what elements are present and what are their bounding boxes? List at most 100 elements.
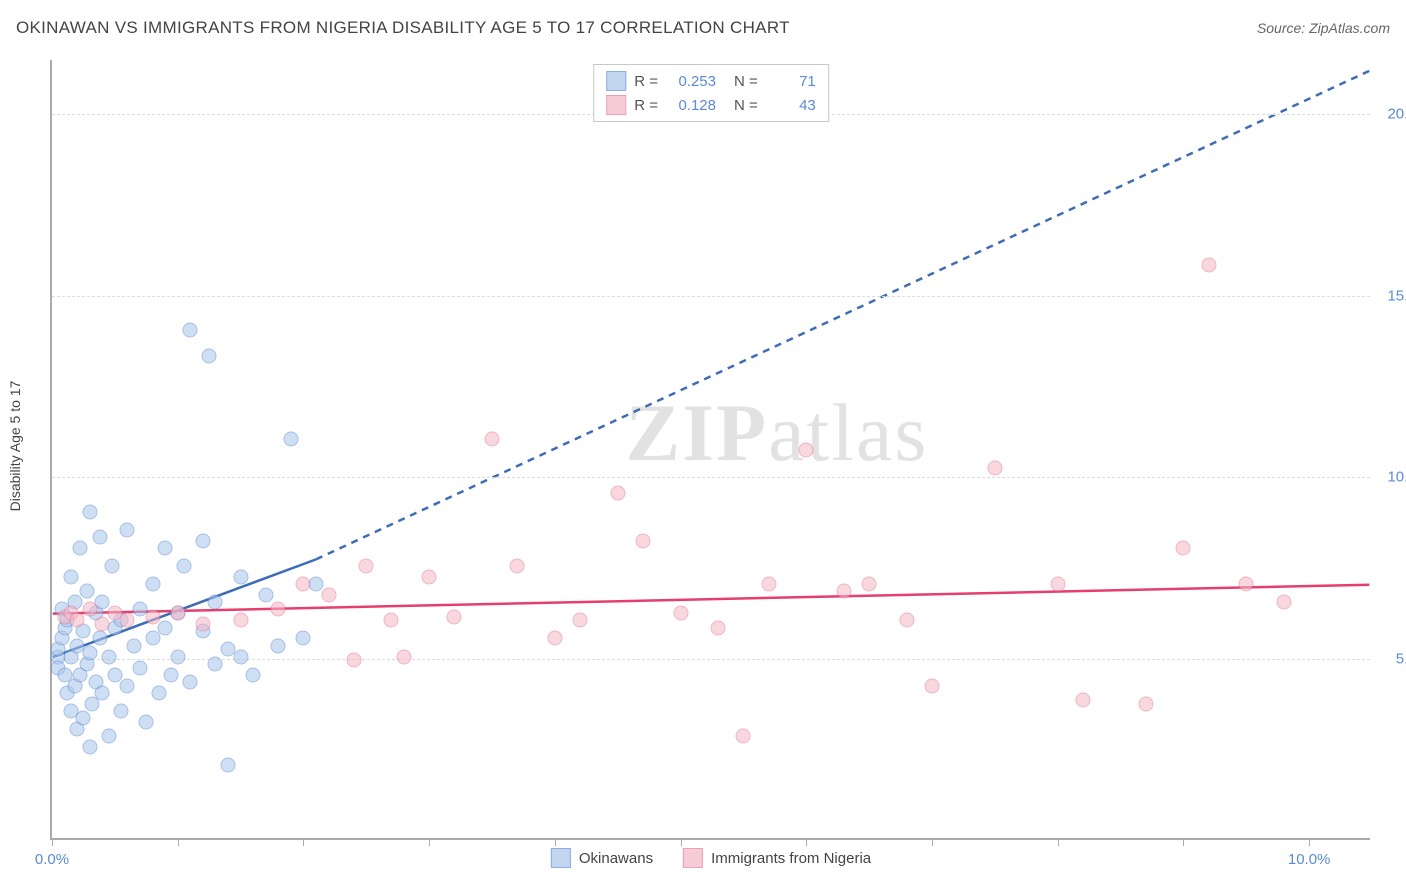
- stats-row: R =0.128N =43: [606, 93, 816, 117]
- data-point: [547, 631, 562, 646]
- x-tick: [1183, 838, 1184, 846]
- watermark: ZIPatlas: [625, 386, 928, 480]
- stats-swatch: [606, 71, 626, 91]
- stats-r-label: R =: [634, 73, 658, 90]
- data-point: [170, 606, 185, 621]
- data-point: [92, 631, 107, 646]
- data-point: [221, 758, 236, 773]
- x-tick: [52, 838, 53, 846]
- data-point: [133, 660, 148, 675]
- data-point: [510, 558, 525, 573]
- data-point: [447, 609, 462, 624]
- stats-n-label: N =: [734, 97, 758, 114]
- data-point: [177, 558, 192, 573]
- data-point: [1277, 595, 1292, 610]
- data-point: [120, 678, 135, 693]
- data-point: [101, 729, 116, 744]
- data-point: [202, 348, 217, 363]
- data-point: [208, 595, 223, 610]
- data-point: [92, 529, 107, 544]
- gridline: [52, 659, 1370, 660]
- data-point: [170, 649, 185, 664]
- data-point: [283, 431, 298, 446]
- data-point: [145, 577, 160, 592]
- data-point: [673, 606, 688, 621]
- x-tick: [1309, 838, 1310, 846]
- data-point: [82, 602, 97, 617]
- stats-r-label: R =: [634, 97, 658, 114]
- stats-swatch: [606, 95, 626, 115]
- y-axis-label: Disability Age 5 to 17: [7, 381, 23, 512]
- data-point: [296, 577, 311, 592]
- series-legend: Okinawans Immigrants from Nigeria: [551, 848, 871, 868]
- legend-item: Okinawans: [551, 848, 653, 868]
- data-point: [70, 613, 85, 628]
- y-tick-label: 10.0%: [1387, 469, 1406, 486]
- trend-line: [53, 585, 1370, 614]
- data-point: [145, 631, 160, 646]
- data-point: [736, 729, 751, 744]
- data-point: [101, 649, 116, 664]
- data-point: [80, 584, 95, 599]
- data-point: [397, 649, 412, 664]
- data-point: [82, 645, 97, 660]
- chart-header: OKINAWAN VS IMMIGRANTS FROM NIGERIA DISA…: [16, 18, 1390, 38]
- data-point: [1050, 577, 1065, 592]
- data-point: [899, 613, 914, 628]
- stats-r-value: 0.253: [666, 73, 716, 90]
- data-point: [799, 442, 814, 457]
- data-point: [145, 609, 160, 624]
- data-point: [95, 616, 110, 631]
- data-point: [76, 711, 91, 726]
- data-point: [82, 504, 97, 519]
- data-point: [120, 522, 135, 537]
- chart-title: OKINAWAN VS IMMIGRANTS FROM NIGERIA DISA…: [16, 18, 790, 38]
- legend-swatch: [683, 848, 703, 868]
- data-point: [246, 667, 261, 682]
- data-point: [120, 613, 135, 628]
- data-point: [208, 656, 223, 671]
- data-point: [164, 667, 179, 682]
- stats-n-value: 43: [766, 97, 816, 114]
- stats-n-value: 71: [766, 73, 816, 90]
- trend-line-dashed: [316, 71, 1369, 560]
- x-tick: [555, 838, 556, 846]
- data-point: [384, 613, 399, 628]
- data-point: [346, 653, 361, 668]
- data-point: [107, 667, 122, 682]
- data-point: [359, 558, 374, 573]
- legend-label: Immigrants from Nigeria: [711, 850, 871, 867]
- x-tick: [806, 838, 807, 846]
- data-point: [183, 323, 198, 338]
- data-point: [95, 685, 110, 700]
- stats-row: R = 0.253 N = 71: [606, 69, 816, 93]
- legend-item: Immigrants from Nigeria: [683, 848, 871, 868]
- y-tick-label: 15.0%: [1387, 287, 1406, 304]
- data-point: [63, 569, 78, 584]
- data-point: [837, 584, 852, 599]
- chart-source: Source: ZipAtlas.com: [1257, 20, 1390, 36]
- data-point: [126, 638, 141, 653]
- data-point: [1201, 257, 1216, 272]
- data-point: [195, 616, 210, 631]
- x-tick: [681, 838, 682, 846]
- data-point: [158, 540, 173, 555]
- data-point: [233, 649, 248, 664]
- x-tick: [178, 838, 179, 846]
- data-point: [610, 486, 625, 501]
- legend-swatch: [551, 848, 571, 868]
- data-point: [1075, 693, 1090, 708]
- data-point: [1138, 696, 1153, 711]
- data-point: [258, 587, 273, 602]
- data-point: [82, 740, 97, 755]
- watermark-light: atlas: [768, 387, 928, 478]
- stats-n-label: N =: [734, 73, 758, 90]
- data-point: [195, 533, 210, 548]
- x-tick-label: 10.0%: [1288, 851, 1331, 868]
- data-point: [422, 569, 437, 584]
- data-point: [761, 577, 776, 592]
- data-point: [271, 638, 286, 653]
- legend-label: Okinawans: [579, 850, 653, 867]
- data-point: [296, 631, 311, 646]
- data-point: [139, 714, 154, 729]
